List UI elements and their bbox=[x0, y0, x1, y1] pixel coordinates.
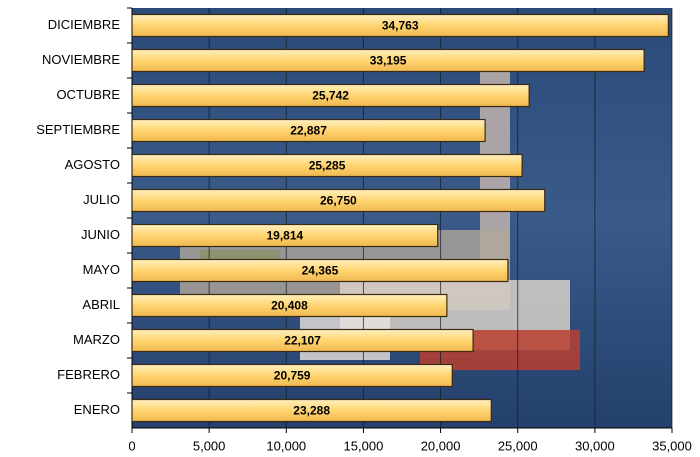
y-tick-label: FEBRERO bbox=[57, 367, 120, 382]
y-tick-label: ENERO bbox=[74, 402, 120, 417]
x-tick-label: 30,000 bbox=[575, 438, 615, 453]
y-tick-label: ABRIL bbox=[82, 297, 120, 312]
bar bbox=[131, 13, 669, 38]
y-tick-label: NOVIEMBRE bbox=[42, 52, 120, 67]
y-tick-label: MAYO bbox=[83, 262, 120, 277]
x-tick-label: 25,000 bbox=[498, 438, 538, 453]
bar bbox=[131, 398, 492, 423]
x-tick-label: 20,000 bbox=[421, 438, 461, 453]
bar bbox=[131, 48, 645, 73]
value-label: 33,195 bbox=[370, 54, 407, 68]
value-label: 19,814 bbox=[266, 229, 303, 243]
x-tick-label: 10,000 bbox=[266, 438, 306, 453]
value-label: 24,365 bbox=[302, 264, 339, 278]
bar bbox=[131, 223, 439, 248]
bar bbox=[131, 258, 509, 283]
y-tick-label: JUNIO bbox=[81, 227, 120, 242]
bar bbox=[131, 293, 448, 318]
x-tick-label: 0 bbox=[128, 438, 135, 453]
y-tick-label: MARZO bbox=[73, 332, 120, 347]
value-label: 34,763 bbox=[382, 19, 419, 33]
y-tick-label: OCTUBRE bbox=[56, 87, 120, 102]
value-label: 25,285 bbox=[309, 159, 346, 173]
y-tick-label: AGOSTO bbox=[65, 157, 120, 172]
bar bbox=[131, 83, 530, 108]
x-tick-label: 5,000 bbox=[193, 438, 226, 453]
bar bbox=[131, 328, 474, 353]
value-label: 22,887 bbox=[290, 124, 327, 138]
value-label: 20,759 bbox=[274, 369, 311, 383]
bar bbox=[131, 363, 453, 388]
value-label: 25,742 bbox=[312, 89, 349, 103]
y-tick-label: JULIO bbox=[83, 192, 120, 207]
y-tick-label: DICIEMBRE bbox=[48, 17, 121, 32]
bar bbox=[131, 118, 486, 143]
value-label: 20,408 bbox=[271, 299, 308, 313]
y-tick-label: SEPTIEMBRE bbox=[36, 122, 120, 137]
value-label: 22,107 bbox=[284, 334, 321, 348]
x-tick-label: 15,000 bbox=[344, 438, 384, 453]
bar bbox=[131, 188, 546, 213]
value-label: 26,750 bbox=[320, 194, 357, 208]
x-tick-label: 35,000 bbox=[652, 438, 692, 453]
bar bbox=[131, 153, 523, 178]
value-label: 23,288 bbox=[293, 404, 330, 418]
